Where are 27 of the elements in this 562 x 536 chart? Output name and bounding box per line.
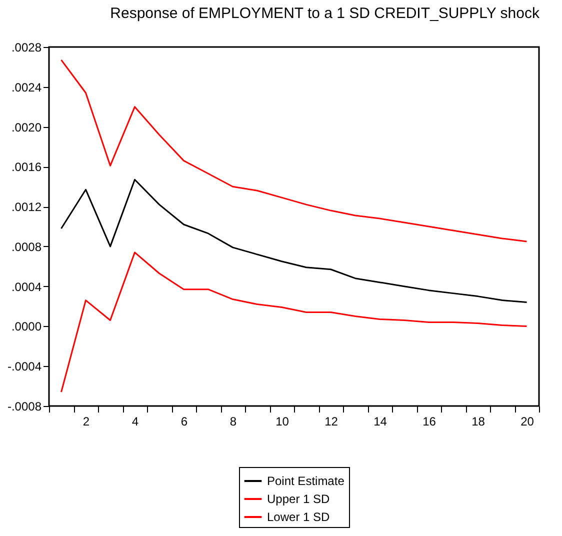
legend-label: Lower 1 SD: [267, 510, 330, 524]
x-tick-label: 10: [276, 414, 290, 428]
y-tick-label: .0008: [11, 240, 42, 254]
line-series: [60, 252, 528, 393]
x-tick-label: 4: [132, 414, 139, 428]
x-tick-label: 16: [422, 414, 436, 428]
y-tick-label: -.0008: [7, 400, 42, 414]
legend-label: Upper 1 SD: [267, 492, 330, 506]
line-series: [60, 59, 528, 242]
line-series: [60, 178, 528, 304]
y-tick-label: .0000: [11, 320, 42, 334]
y-tick-label: .0012: [11, 200, 42, 214]
y-tick-label: .0024: [11, 80, 42, 94]
y-tick-label: .0020: [11, 120, 42, 134]
x-tick-label: 6: [180, 414, 188, 428]
chart-title: Response of EMPLOYMENT to a 1 SD CREDIT_SUPPLY shock: [110, 5, 540, 22]
y-tick-label: .0004: [11, 280, 42, 294]
x-tick-label: 18: [472, 414, 486, 428]
y-tick-label: .0016: [11, 160, 42, 174]
x-tick-label: 8: [230, 414, 237, 428]
x-tick-label: 12: [324, 414, 338, 428]
x-tick-label: 14: [374, 414, 388, 428]
x-tick-label: 20: [520, 414, 534, 428]
legend-label: Point Estimate: [267, 474, 345, 488]
y-tick-label: -.0004: [7, 360, 42, 374]
x-tick-label: 2: [82, 414, 90, 428]
y-tick-label: .0028: [11, 40, 42, 54]
